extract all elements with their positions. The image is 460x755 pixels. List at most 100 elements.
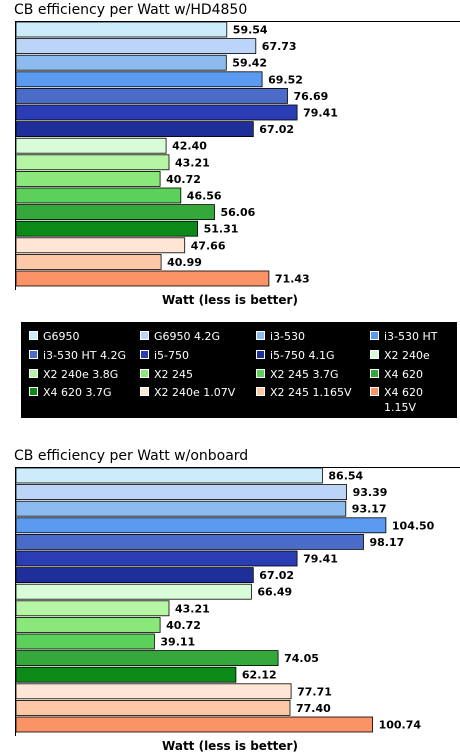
chart-1-data-label-11: 46.56 [187, 190, 222, 203]
legend-swatch [29, 350, 38, 359]
chart-2-data-label-5: 98.17 [370, 536, 405, 549]
chart-2-bars: 86.54 93.39 93.17 104.50 98.17 79.41 67.02 66.4… [15, 467, 435, 733]
chart-1-bar-1 [15, 21, 228, 38]
chart-2-plot-area [15, 467, 460, 736]
chart-2-bar-9 [15, 600, 170, 617]
chart-1-bar-16 [15, 270, 270, 287]
chart-2-bar-7 [15, 567, 254, 583]
chart-1-bar-4 [15, 71, 263, 88]
chart-1-bar-12 [15, 204, 215, 221]
legend-swatch [140, 387, 149, 396]
legend-label: X2 245 1.165V [270, 386, 352, 399]
legend-swatch [370, 387, 379, 396]
chart-2-bar-15 [15, 699, 291, 716]
legend-label: i3-530 HT 4.2G [43, 349, 127, 362]
legend-swatch [29, 387, 38, 396]
chart-1-bar-6 [15, 104, 298, 121]
chart-2-data-label-4: 104.50 [392, 519, 435, 532]
chart-2-bar-13 [15, 666, 237, 683]
legend-swatch [256, 387, 265, 396]
legend-label: i5-750 [154, 349, 190, 362]
legend-label: X2 240e 3.8G [43, 368, 119, 381]
legend-swatch [256, 369, 265, 378]
chart-1-data-label-13: 51.31 [204, 223, 239, 236]
legend-swatch [370, 350, 379, 359]
chart-2-bar-8 [15, 583, 252, 600]
chart-2-data-label-2: 93.39 [353, 486, 388, 499]
chart-1-data-label-3: 59.42 [232, 57, 267, 70]
chart-1-data-label-8: 42.40 [172, 140, 207, 153]
chart-1-data-label-2: 67.73 [262, 40, 297, 53]
legend-label: i3-530 [270, 330, 306, 343]
chart-1-bar-2 [15, 38, 257, 54]
chart-2-data-label-7: 67.02 [259, 569, 294, 582]
legend-swatch [370, 331, 379, 340]
chart-2-bar-16 [15, 716, 374, 733]
chart-1-data-label-12: 56.06 [221, 206, 256, 219]
chart-2-bar-3 [15, 500, 347, 517]
legend-label: G6950 [43, 330, 80, 343]
chart-1-bar-11 [15, 187, 182, 204]
chart-2-bar-5 [15, 534, 364, 550]
legend-label: X4 620 1.15V [384, 386, 424, 414]
chart-1-x-axis-label: Watt (less is better) [162, 293, 298, 307]
chart-2-data-label-9: 43.21 [175, 602, 210, 615]
chart-1-title: CB efficiency per Watt w/HD4850 [14, 2, 248, 18]
chart-2-bar-4 [15, 517, 387, 534]
chart-1-bar-13 [15, 220, 199, 237]
legend-swatch [256, 350, 265, 359]
legend-swatch [370, 369, 379, 378]
chart-1-bar-3 [15, 54, 227, 71]
chart-1-bar-8 [15, 137, 167, 154]
chart-2-data-label-10: 40.72 [166, 619, 201, 632]
chart-1-data-label-7: 67.02 [259, 123, 294, 136]
chart-1-data-label-10: 40.72 [166, 173, 201, 186]
chart-2-data-label-15: 77.40 [296, 702, 331, 715]
chart-2-data-label-16: 100.74 [379, 719, 422, 732]
chart-2-title: CB efficiency per Watt w/onboard [14, 448, 249, 464]
legend-swatch [140, 331, 149, 340]
chart-1-data-label-15: 40.99 [167, 256, 202, 269]
chart-1-bar-9 [15, 154, 170, 171]
legend-swatch [29, 331, 38, 340]
chart-2-bar-6 [15, 550, 298, 567]
chart-2-data-label-12: 74.05 [284, 652, 319, 665]
chart-1-data-label-4: 69.52 [268, 73, 303, 86]
chart-2-bar-1 [15, 467, 323, 484]
legend-label: X2 245 [154, 368, 194, 381]
chart-2-data-label-3: 93.17 [352, 503, 387, 516]
chart-1-data-label-9: 43.21 [175, 156, 210, 169]
chart-2-bar-12 [15, 650, 279, 667]
legend-label: X4 620 [384, 368, 424, 381]
legend-label: X4 620 3.7G [43, 386, 112, 399]
chart-2-x-axis-label: Watt (less is better) [162, 739, 298, 753]
chart-1-bar-10 [15, 170, 161, 187]
legend-label: G6950 4.2G [154, 330, 221, 343]
chart-2-bar-2 [15, 484, 348, 500]
legend: G6950 G6950 4.2G i3-530 i3-530 HT i3-530 HT … [21, 322, 457, 418]
chart-2-bar-11 [15, 633, 155, 650]
chart-2-data-label-11: 39.11 [160, 636, 195, 649]
chart-1-bar-7 [15, 121, 254, 137]
chart-1-plot-area [15, 21, 460, 290]
legend-label: X2 240e [384, 349, 430, 362]
chart-1-bar-14 [15, 237, 186, 254]
legend-swatch [29, 369, 38, 378]
chart-2-bar-14 [15, 683, 292, 700]
legend-swatch [256, 331, 265, 340]
chart-2-data-label-1: 86.54 [328, 470, 363, 483]
chart-2-data-label-6: 79.41 [303, 553, 338, 566]
legend-swatch [140, 350, 149, 359]
chart-2-data-label-14: 77.71 [297, 685, 332, 698]
chart-1-bar-15 [15, 253, 162, 270]
chart-1-data-label-14: 47.66 [191, 239, 226, 252]
legend-label: i5-750 4.1G [270, 349, 335, 362]
chart-1-data-label-1: 59.54 [233, 24, 268, 37]
chart-1-data-label-16: 71.43 [275, 273, 310, 286]
chart-2-bar-10 [15, 616, 161, 633]
chart-2-data-label-8: 66.49 [257, 586, 292, 599]
legend-label: X2 245 3.7G [270, 368, 339, 381]
chart-1-data-label-6: 79.41 [303, 107, 338, 120]
chart-1-data-label-5: 76.69 [294, 90, 329, 103]
